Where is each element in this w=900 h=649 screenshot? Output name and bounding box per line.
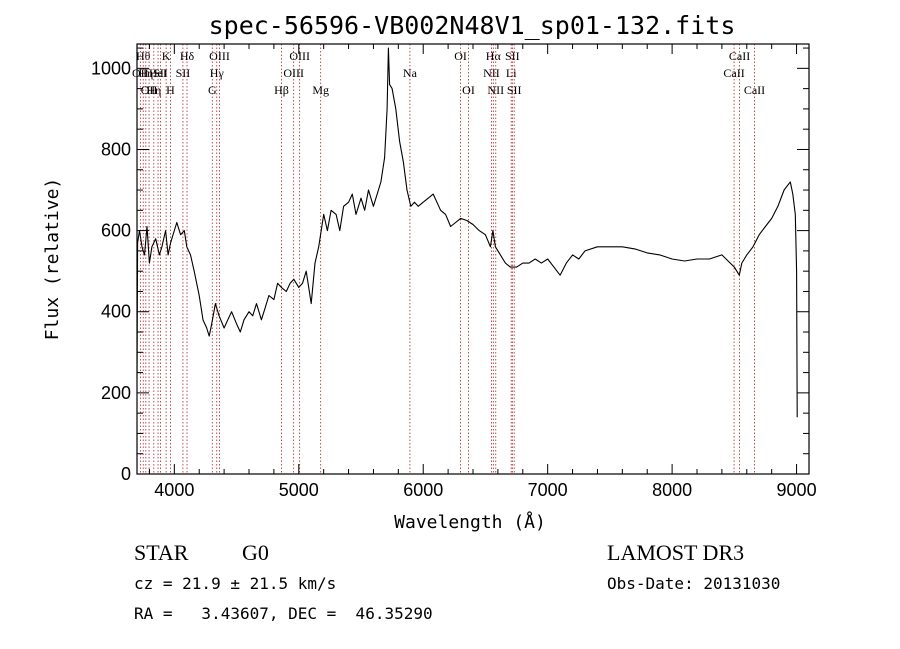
y-tick-label: 400: [101, 302, 131, 322]
y-axis: 0 200 400 600 800 1000: [91, 47, 809, 484]
x-tick-label: 5000: [279, 480, 319, 500]
line-label: OI: [462, 83, 475, 97]
line-label: Li: [506, 66, 517, 80]
survey-name: LAMOST DR3: [607, 540, 744, 565]
line-label: Na: [403, 66, 418, 80]
line-label: CaII: [744, 83, 765, 97]
line-label: Hγ: [210, 66, 225, 80]
line-label: OII: [141, 83, 158, 97]
x-tick-label: 9000: [777, 480, 817, 500]
x-axis-label: Wavelength (Å): [394, 511, 546, 533]
line-label: OIII: [209, 49, 230, 63]
line-label: H: [166, 83, 175, 97]
object-class: STAR: [134, 540, 189, 565]
x-tick-label: 4000: [154, 480, 194, 500]
x-tick-label: 7000: [528, 480, 568, 500]
spectral-line-markers: OIIHθHηOIIHηHeISIIKHSIIHδGHγOIIIHβOIIIOI…: [132, 44, 765, 474]
x-axis: 4000 5000 6000 7000 8000 9000: [148, 44, 817, 500]
line-label: Hθ: [136, 49, 151, 63]
line-label: Hα: [486, 49, 502, 63]
y-axis-label: Flux (relative): [42, 178, 63, 341]
line-label: SII: [153, 66, 168, 80]
line-label: OIII: [283, 66, 304, 80]
line-label: K: [162, 49, 171, 63]
line-label: NII: [487, 83, 504, 97]
ra-dec: RA = 3.43607, DEC = 46.35290: [134, 604, 433, 623]
spectrum-line: [137, 47, 798, 418]
line-label: OII: [132, 66, 149, 80]
redshift-cz: cz = 21.9 ± 21.5 km/s: [134, 574, 336, 593]
line-label: OIII: [289, 49, 310, 63]
line-label: Hβ: [274, 83, 289, 97]
line-label: OI: [454, 49, 467, 63]
y-tick-label: 200: [101, 383, 131, 403]
line-label: CaII: [729, 49, 750, 63]
line-label: SII: [507, 83, 522, 97]
obs-date: Obs-Date: 20131030: [607, 574, 780, 593]
line-label: Mg: [312, 83, 329, 97]
y-tick-label: 0: [121, 464, 131, 484]
line-label: G: [208, 83, 217, 97]
chart-title: spec-56596-VB002N48V1_sp01-132.fits: [209, 11, 736, 40]
spectrum-series: [137, 47, 798, 418]
line-label: CaII: [723, 66, 744, 80]
y-tick-label: 600: [101, 221, 131, 241]
line-label: SII: [176, 66, 191, 80]
y-tick-label: 1000: [91, 58, 131, 78]
line-label: Hη: [146, 83, 161, 97]
y-tick-label: 800: [101, 139, 131, 159]
line-label: Hδ: [180, 49, 195, 63]
line-label: HeI: [149, 66, 167, 80]
x-tick-label: 8000: [652, 480, 692, 500]
line-label: NII: [483, 66, 500, 80]
object-subclass: G0: [242, 540, 269, 565]
line-label: SII: [505, 49, 520, 63]
x-tick-label: 6000: [403, 480, 443, 500]
line-label: Hη: [138, 66, 153, 80]
